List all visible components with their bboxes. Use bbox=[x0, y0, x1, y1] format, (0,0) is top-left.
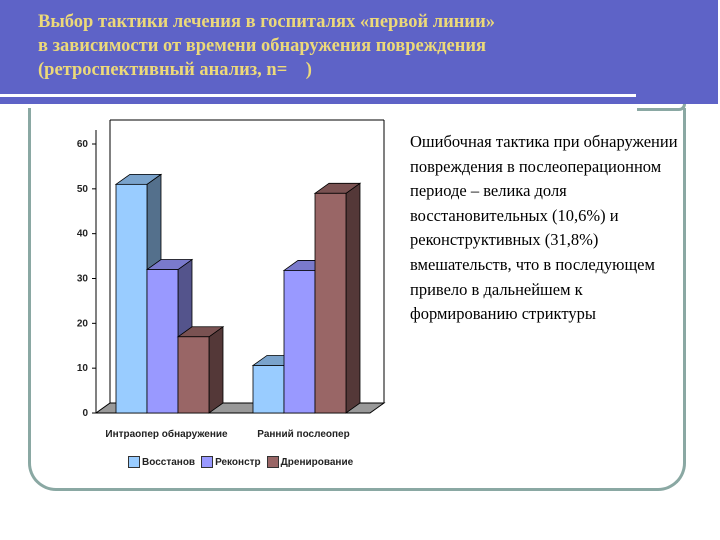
legend-label: Восстанов bbox=[142, 456, 196, 468]
bar-side-Дренирование bbox=[345, 182, 361, 414]
y-tick-label: 20 bbox=[77, 318, 89, 329]
description-text: Ошибочная тактика при обнаружении повреж… bbox=[410, 132, 678, 324]
legend-swatch bbox=[266, 456, 279, 468]
bar-side-Дренирование bbox=[208, 326, 224, 414]
legend-label: Дренирование bbox=[280, 456, 354, 468]
y-tick-label: 30 bbox=[77, 274, 89, 285]
bar-Реконстр bbox=[146, 269, 179, 414]
title-line-3: (ретроспективный анализ, n= ) bbox=[38, 60, 312, 80]
bar-Реконстр bbox=[283, 270, 316, 414]
y-tick-label: 40 bbox=[77, 229, 89, 240]
bar-Дренирование bbox=[314, 192, 347, 414]
legend-swatch bbox=[201, 456, 214, 468]
title-line-2: в зависимости от времени обнаружения пов… bbox=[38, 36, 487, 56]
bar-Дренирование bbox=[177, 336, 210, 414]
chart-legend: Восстанов Реконстр Дренирование bbox=[128, 456, 353, 468]
legend-item: Восстанов bbox=[128, 456, 195, 468]
x-category-label: Интраопер обнаружение bbox=[105, 428, 228, 440]
slide-title: Выбор тактики лечения в госпиталях «перв… bbox=[38, 10, 678, 82]
legend-label: Реконстр bbox=[215, 456, 261, 468]
y-tick-label: 60 bbox=[77, 139, 89, 150]
title-line-1: Выбор тактики лечения в госпиталях «перв… bbox=[38, 12, 495, 32]
bar-Восстанов bbox=[115, 183, 148, 414]
x-category-label: Ранний послеопер bbox=[257, 429, 349, 440]
content-frame bbox=[28, 108, 686, 491]
y-tick-label: 10 bbox=[77, 363, 89, 374]
bar-chart: 0 10 20 30 40 50 60 Интраопер обнаружение Ранний… bbox=[77, 119, 386, 440]
header-underline bbox=[0, 94, 636, 97]
legend-item: Реконстр bbox=[201, 456, 261, 468]
y-tick-label: 0 bbox=[82, 408, 88, 419]
slide-header: Выбор тактики лечения в госпиталях «перв… bbox=[0, 0, 718, 104]
legend-item: Дренирование bbox=[266, 456, 354, 468]
legend-swatch bbox=[128, 456, 140, 468]
bar-Восстанов bbox=[252, 365, 285, 414]
y-tick-label: 50 bbox=[77, 184, 89, 195]
